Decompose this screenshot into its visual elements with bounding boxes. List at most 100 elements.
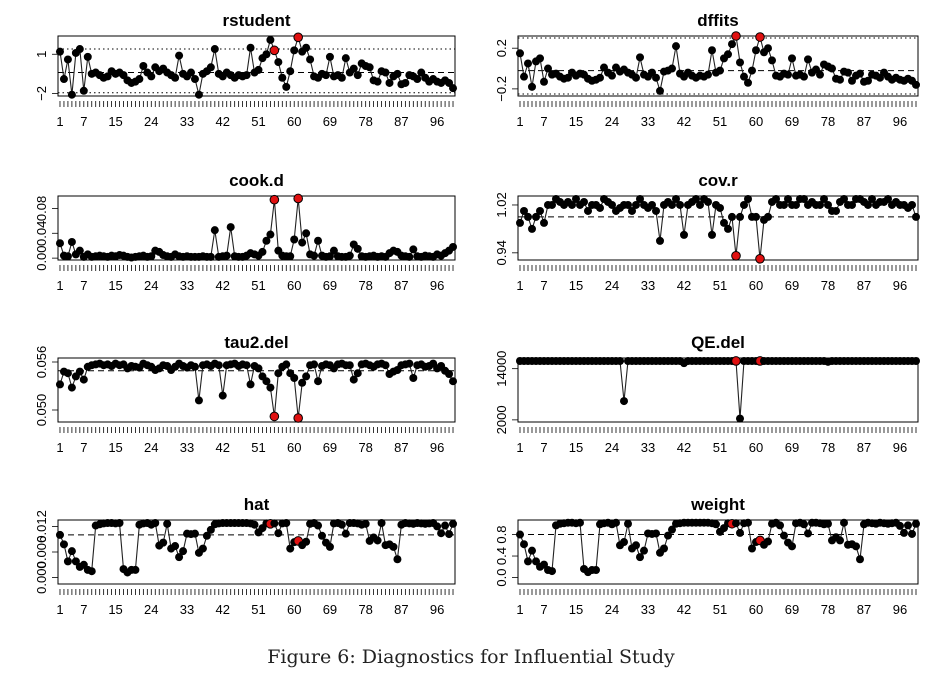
data-point (186, 68, 195, 77)
panel-weight: weight 1 7 15 24 33 42 51 60 69 78 87 96 0.0 0.4 0.8 (494, 495, 920, 617)
data-point (616, 356, 624, 365)
data-point (258, 247, 267, 256)
data-point (768, 56, 776, 65)
data-point (640, 546, 648, 555)
data-point (648, 200, 656, 209)
data-point (55, 380, 64, 389)
y-axis-cov-r: 0.94 1.02 (494, 192, 518, 265)
panel-qe-del: QE.del 1 7 15 24 33 42 51 60 69 78 87 96 2000 14000 (494, 333, 920, 455)
data-point (381, 68, 390, 77)
x-tick-label: 78 (821, 278, 835, 293)
plot-frame-cov-r (517, 195, 919, 261)
data-point (55, 239, 64, 248)
data-point (345, 251, 354, 260)
series-line-dffits (519, 34, 917, 92)
x-tick-label: 87 (394, 114, 408, 129)
x-tick-label: 78 (821, 440, 835, 455)
points-cook-d (55, 193, 458, 262)
x-tick-label: 87 (857, 278, 871, 293)
data-point (67, 547, 76, 556)
data-point (290, 235, 299, 244)
panel-title-rstudent: rstudent (223, 11, 291, 30)
influence-diagnostics-figure: rstudent 1 7 15 24 33 42 51 60 69 78 87 96 −2 1 dffits 1… (34, 11, 920, 617)
x-tick-label: 24 (144, 602, 158, 617)
data-point (59, 75, 68, 84)
influential-point (731, 356, 741, 366)
data-point (75, 45, 84, 54)
data-point (608, 71, 616, 80)
x-tick-label: 1 (516, 602, 523, 617)
data-point (361, 519, 370, 528)
data-point (804, 55, 812, 64)
panel-tau2-del: tau2.del 1 7 15 24 33 42 51 60 69 78 87 96 0.050 0.056 (34, 333, 458, 455)
y-tick-label: 0.08 (34, 196, 49, 221)
data-point (596, 73, 604, 82)
y-tick-label: 0.8 (494, 525, 509, 543)
influential-point (293, 193, 303, 204)
data-point (341, 529, 350, 538)
x-tick-label: 1 (516, 114, 523, 129)
x-axis-tau2-del: 1 7 15 24 33 42 51 60 69 78 87 96 (56, 427, 454, 455)
data-point (63, 369, 72, 378)
data-point (720, 218, 728, 227)
x-tick-label: 78 (821, 602, 835, 617)
data-point (868, 194, 876, 203)
y-tick-label: 1.02 (494, 192, 509, 217)
data-point (242, 71, 251, 80)
plot-frame-weight (517, 519, 919, 585)
data-point (660, 544, 668, 553)
x-tick-label: 24 (144, 278, 158, 293)
data-point (704, 70, 712, 79)
data-point (83, 52, 92, 61)
data-point (151, 518, 160, 527)
y-tick-label: 0.050 (34, 394, 49, 427)
points-dffits (516, 31, 920, 95)
x-tick-label: 33 (641, 114, 655, 129)
data-point (708, 46, 716, 55)
data-point (254, 364, 263, 373)
data-point (306, 55, 315, 64)
data-point (856, 69, 864, 78)
y-tick-label: 0.0 (494, 569, 509, 587)
data-point (840, 194, 848, 203)
data-point (310, 251, 319, 260)
data-point (572, 194, 580, 203)
x-tick-label: 42 (677, 114, 691, 129)
data-point (844, 68, 852, 77)
data-point (218, 391, 227, 400)
x-tick-label: 42 (216, 114, 230, 129)
data-point (748, 544, 756, 553)
data-point (824, 519, 832, 528)
data-point (353, 369, 362, 378)
data-point (314, 236, 323, 245)
data-point (405, 252, 414, 261)
data-point (764, 212, 772, 221)
data-point (788, 542, 796, 551)
x-tick-label: 15 (569, 602, 583, 617)
y-tick-label: 0.00 (34, 245, 49, 270)
data-point (520, 72, 528, 81)
data-point (668, 200, 676, 209)
points-hat (55, 518, 458, 577)
data-point (290, 46, 299, 55)
data-point (131, 565, 140, 574)
x-tick-label: 33 (641, 278, 655, 293)
x-tick-label: 69 (785, 602, 799, 617)
data-point (381, 361, 390, 370)
data-point (728, 212, 736, 221)
x-tick-label: 15 (108, 114, 122, 129)
data-point (772, 194, 780, 203)
data-point (290, 374, 299, 382)
data-point (912, 212, 920, 221)
data-point (732, 519, 740, 528)
data-point (325, 52, 334, 61)
data-point (210, 45, 219, 54)
data-point (548, 567, 556, 576)
data-point (437, 529, 446, 538)
data-point (270, 519, 279, 528)
panel-cov-r: cov.r 1 7 15 24 33 42 51 60 69 78 87 96 0.94 1.02 (494, 171, 920, 293)
x-tick-label: 78 (358, 278, 372, 293)
x-tick-label: 60 (749, 114, 763, 129)
x-tick-label: 60 (287, 440, 301, 455)
data-point (744, 78, 752, 87)
